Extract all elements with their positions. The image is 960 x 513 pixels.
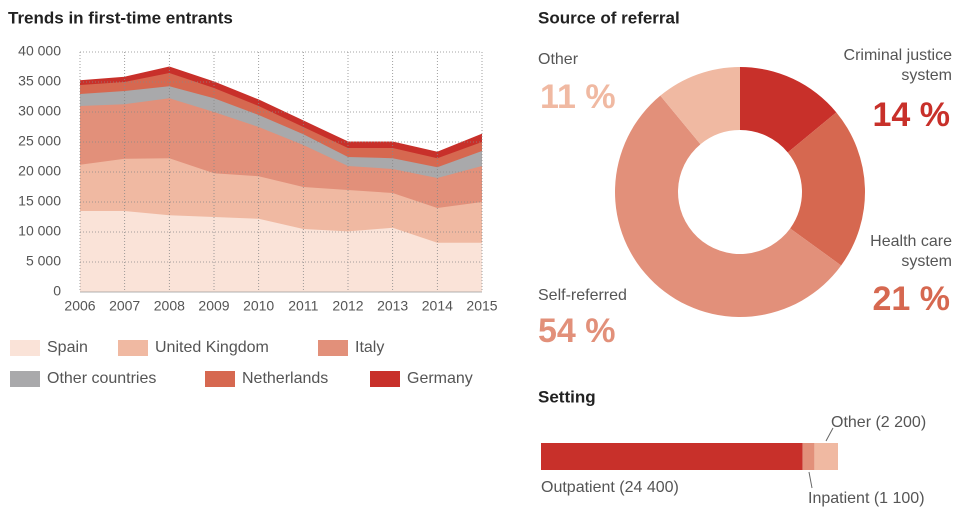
legend-swatch (118, 340, 148, 356)
donut-slice (660, 67, 740, 145)
slice-value-label: 11 % (540, 78, 616, 116)
y-tick-label: 15 000 (18, 193, 61, 209)
area-fill (80, 158, 482, 243)
area-fill (80, 86, 482, 178)
x-tick-label: 2011 (288, 298, 318, 314)
legend-label: Netherlands (242, 370, 328, 387)
bar-label: Outpatient (24 400) (541, 479, 679, 496)
area-fill (80, 73, 482, 168)
x-tick-label: 2012 (332, 298, 363, 314)
bar-segment (814, 443, 838, 470)
legend-label: Other countries (47, 370, 156, 387)
legend-swatch (10, 371, 40, 387)
y-tick-label: 5 000 (26, 253, 61, 269)
area-edge (79, 66, 483, 153)
slice-value-label: 54 % (538, 312, 616, 350)
slice-label: Other (538, 51, 579, 68)
x-tick-label: 2014 (422, 298, 453, 314)
x-tick-label: 2015 (466, 298, 497, 314)
y-tick-label: 0 (53, 283, 61, 299)
bar-label: Other (2 200) (831, 414, 926, 431)
x-tick-label: 2013 (377, 298, 408, 314)
bar-segment (541, 443, 803, 470)
chart-title: Setting (538, 387, 596, 406)
legend-label: Spain (47, 339, 88, 356)
y-tick-label: 10 000 (18, 223, 61, 239)
donut-slice (614, 95, 842, 318)
donut-slice (740, 67, 837, 153)
slice-label: Criminal justice system (843, 47, 952, 84)
y-tick-label: 25 000 (18, 133, 61, 149)
donut-slice (787, 112, 865, 266)
legend-swatch (205, 371, 235, 387)
x-tick-label: 2010 (243, 298, 274, 314)
chart-title: Source of referral (538, 8, 680, 27)
chart-title: Trends in first-time entrants (8, 8, 233, 27)
slice-label: Health care system (870, 233, 952, 270)
legend-label: Germany (407, 370, 473, 387)
legend-label: Italy (355, 339, 384, 356)
x-tick-label: 2006 (64, 298, 95, 314)
legend-swatch (10, 340, 40, 356)
x-tick-label: 2009 (198, 298, 229, 314)
bar-label: Inpatient (1 100) (808, 490, 925, 507)
legend-label: United Kingdom (155, 339, 269, 356)
x-tick-label: 2007 (109, 298, 140, 314)
slice-value-label: 14 % (872, 96, 951, 134)
leader-line (825, 427, 834, 442)
y-tick-label: 20 000 (18, 163, 61, 179)
leader-line (808, 471, 813, 489)
slice-value-label: 21 % (872, 280, 951, 318)
legend-swatch (370, 371, 400, 387)
x-tick-label: 2008 (154, 298, 185, 314)
area-fill (80, 67, 482, 159)
area-fill (80, 211, 482, 292)
area-fill (80, 98, 482, 208)
y-tick-label: 40 000 (18, 43, 61, 59)
legend-swatch (318, 340, 348, 356)
y-tick-label: 30 000 (18, 103, 61, 119)
slice-label: Self-referred (538, 287, 627, 304)
bar-segment (802, 443, 815, 470)
y-tick-label: 35 000 (18, 73, 61, 89)
